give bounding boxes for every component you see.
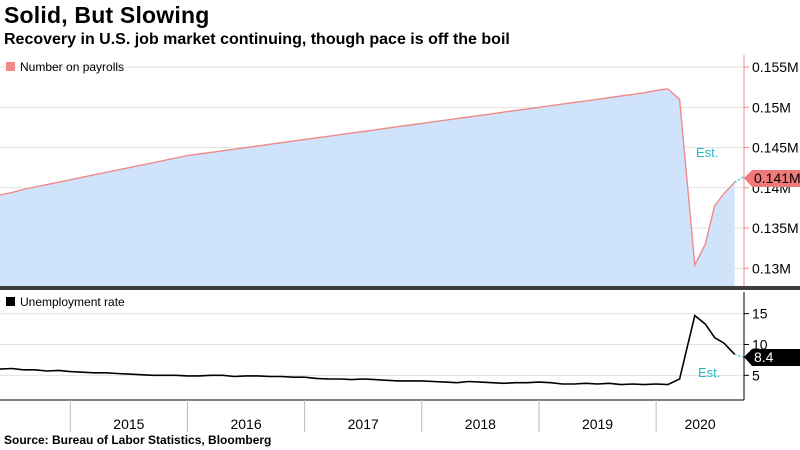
payrolls-estimate-line bbox=[734, 175, 745, 183]
unemployment-estimate-label: Est. bbox=[698, 365, 720, 380]
unemployment-grid bbox=[0, 313, 744, 376]
payrolls-line bbox=[0, 88, 736, 268]
year-label: 2020 bbox=[684, 416, 715, 432]
payrolls-legend-swatch bbox=[6, 62, 15, 71]
unemployment-panel: Est. 5 10 15 8.4 Unemployment rate bbox=[0, 292, 800, 400]
unemployment-tick-label: 15 bbox=[752, 306, 768, 322]
chart-title: Solid, But Slowing bbox=[4, 2, 210, 28]
year-label: 2019 bbox=[582, 416, 613, 432]
source-note: Source: Bureau of Labor Statistics, Bloo… bbox=[4, 433, 272, 447]
unemployment-tick-label: 5 bbox=[752, 367, 760, 383]
x-axis-ticks: 2015 2016 2017 2018 2019 2020 bbox=[69, 400, 716, 432]
unemployment-y-ticks: 5 10 15 bbox=[744, 306, 768, 383]
unemployment-badge-shape bbox=[744, 349, 800, 366]
unemployment-last-value-badge: 8.4 bbox=[744, 349, 800, 366]
unemployment-estimate-line bbox=[734, 353, 745, 358]
payrolls-badge-value: 0.141M bbox=[754, 170, 800, 186]
payrolls-tick-label: 0.15M bbox=[752, 99, 791, 115]
payrolls-badge-shape bbox=[744, 170, 800, 187]
unemployment-line bbox=[0, 314, 736, 386]
x-axis: 2015 2016 2017 2018 2019 2020 bbox=[0, 399, 744, 432]
unemployment-tick-label: 10 bbox=[752, 336, 768, 352]
payrolls-estimate-label: Est. bbox=[696, 145, 718, 160]
payrolls-legend-label: Number on payrolls bbox=[20, 60, 124, 74]
payrolls-tick-label: 0.13M bbox=[752, 260, 791, 276]
panel-separator bbox=[0, 286, 800, 290]
payrolls-tick-label: 0.135M bbox=[752, 220, 799, 236]
payrolls-area bbox=[0, 88, 735, 286]
payrolls-last-value-badge: 0.141M bbox=[744, 170, 800, 187]
chart-subtitle: Recovery in U.S. job market continuing, … bbox=[4, 31, 510, 48]
year-label: 2015 bbox=[113, 416, 144, 432]
unemployment-legend-swatch bbox=[6, 297, 15, 306]
payrolls-legend: Number on payrolls bbox=[6, 60, 124, 74]
unemployment-legend: Unemployment rate bbox=[6, 295, 125, 309]
year-label: 2018 bbox=[465, 416, 496, 432]
payrolls-tick-label: 0.155M bbox=[752, 59, 799, 75]
payrolls-tick-label: 0.145M bbox=[752, 140, 799, 156]
unemployment-badge-value: 8.4 bbox=[754, 349, 774, 365]
year-label: 2016 bbox=[230, 416, 261, 432]
unemployment-legend-label: Unemployment rate bbox=[20, 295, 125, 309]
year-label: 2017 bbox=[348, 416, 379, 432]
